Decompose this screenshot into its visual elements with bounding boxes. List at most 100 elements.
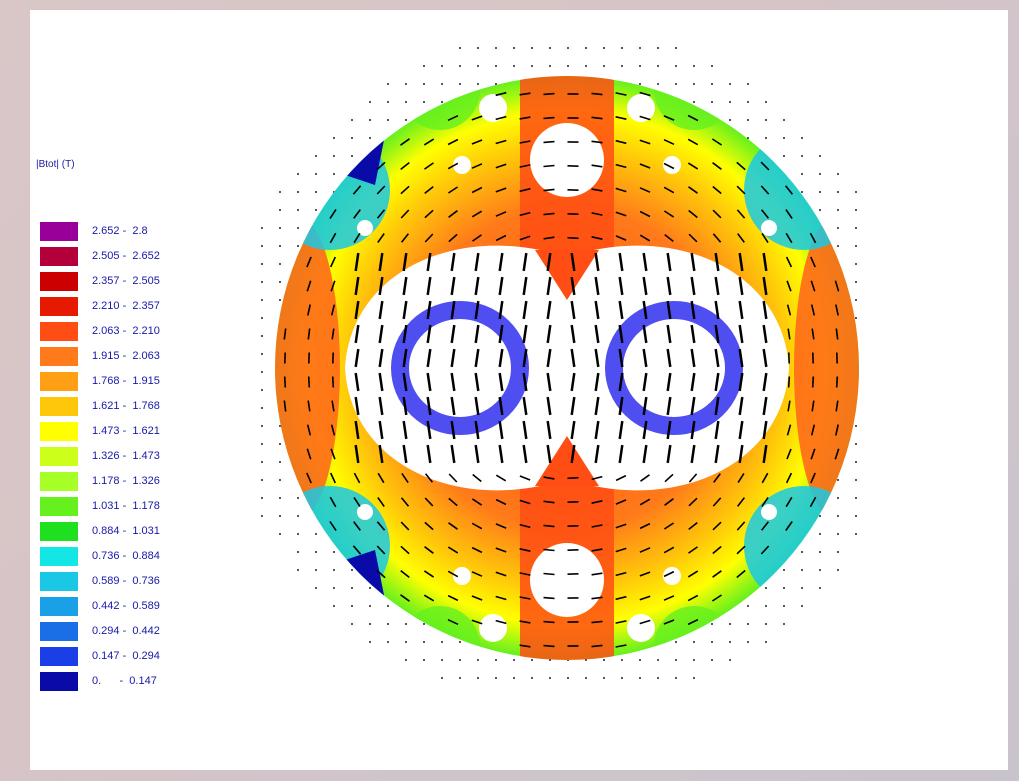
field-arrow <box>639 187 651 193</box>
field-arrow <box>737 472 745 484</box>
field-arrow <box>450 276 456 296</box>
field-arrow <box>714 420 720 440</box>
field-arrow <box>426 348 432 368</box>
field-arrow <box>687 594 699 602</box>
field-arrow <box>522 348 528 368</box>
field-arrow <box>543 140 555 144</box>
legend-row: 1.326 - 1.473 <box>40 445 220 470</box>
field-arrow <box>615 211 627 217</box>
legend-swatch <box>40 297 78 316</box>
field-arrow <box>522 300 528 320</box>
field-arrow <box>618 324 624 344</box>
field-arrow <box>688 497 698 507</box>
field-arrow <box>543 620 555 624</box>
field-arrow <box>787 400 791 412</box>
field-arrow <box>835 424 839 436</box>
grid-dot <box>495 659 497 661</box>
legend-label: 0.442 - 0.589 <box>92 600 160 612</box>
field-arrow <box>760 521 770 531</box>
grid-dot <box>261 227 263 229</box>
legend-swatch <box>40 572 78 591</box>
field-arrow <box>498 372 504 392</box>
grid-dot <box>441 65 443 67</box>
field-arrow <box>663 138 675 146</box>
grid-dot <box>747 623 749 625</box>
field-arrow <box>736 569 746 579</box>
field-arrow <box>450 420 456 440</box>
field-arrow <box>594 324 600 344</box>
field-arrow <box>642 324 648 344</box>
field-arrow <box>762 276 768 296</box>
grid-dot <box>279 425 281 427</box>
grid-dot <box>297 569 299 571</box>
field-arrow <box>546 420 552 440</box>
field-arrow <box>642 420 648 440</box>
legend-label: 0. - 0.147 <box>92 675 157 687</box>
field-arrow <box>426 372 432 392</box>
field-arrow <box>639 522 651 530</box>
grid-dot <box>819 515 821 517</box>
field-arrow <box>690 420 696 440</box>
field-arrow <box>354 324 360 344</box>
field-arrow <box>306 448 312 460</box>
grid-dot <box>621 677 623 679</box>
hole <box>761 504 777 520</box>
field-arrow <box>663 210 675 218</box>
grid-dot <box>729 119 731 121</box>
grid-dot <box>711 641 713 643</box>
grid-dot <box>261 281 263 283</box>
grid-dot <box>855 191 857 193</box>
grid-dot <box>729 641 731 643</box>
grid-dot <box>657 47 659 49</box>
field-arrow <box>594 348 600 368</box>
field-arrow <box>424 546 434 554</box>
field-arrow <box>618 396 624 416</box>
field-arrow <box>666 300 672 320</box>
grid-dot <box>405 83 407 85</box>
grid-dot <box>657 677 659 679</box>
bot-low-l <box>400 606 480 660</box>
legend-label: 1.178 - 1.326 <box>92 475 160 487</box>
field-arrow <box>591 596 603 600</box>
grid-dot <box>459 677 461 679</box>
field-arrow <box>376 569 386 579</box>
grid-dot <box>747 101 749 103</box>
field-arrow <box>618 420 624 440</box>
legend-swatch <box>40 347 78 366</box>
field-arrow <box>471 619 483 625</box>
field-arrow <box>495 498 507 506</box>
field-arrow <box>400 497 410 507</box>
field-arrow <box>714 276 720 296</box>
field-arrow <box>498 348 504 368</box>
grid-dot <box>423 623 425 625</box>
field-arrow <box>402 276 408 296</box>
grid-dot <box>711 659 713 661</box>
field-arrow <box>690 348 696 368</box>
right-lobe <box>794 218 859 518</box>
left-lobe <box>275 218 340 518</box>
field-arrow <box>711 138 723 146</box>
grid-dot <box>711 83 713 85</box>
field-arrow <box>495 595 507 601</box>
grid-dot <box>279 533 281 535</box>
grid-dot <box>369 623 371 625</box>
field-arrow <box>543 572 555 576</box>
field-arrow <box>736 185 746 195</box>
field-arrow <box>400 594 410 602</box>
field-arrow <box>639 571 651 577</box>
grid-dot <box>639 659 641 661</box>
grid-dot <box>315 191 317 193</box>
grid-dot <box>261 317 263 319</box>
field-arrow <box>666 276 672 296</box>
field-arrow <box>354 276 360 296</box>
field-arrow <box>639 163 651 169</box>
grid-dot <box>405 641 407 643</box>
legend-row: 2.210 - 2.357 <box>40 295 220 320</box>
field-arrow <box>786 448 792 460</box>
field-arrow <box>354 252 360 272</box>
field-arrow <box>495 115 507 121</box>
field-arrow <box>787 328 791 340</box>
grid-dot <box>855 281 857 283</box>
grid-dot <box>657 65 659 67</box>
